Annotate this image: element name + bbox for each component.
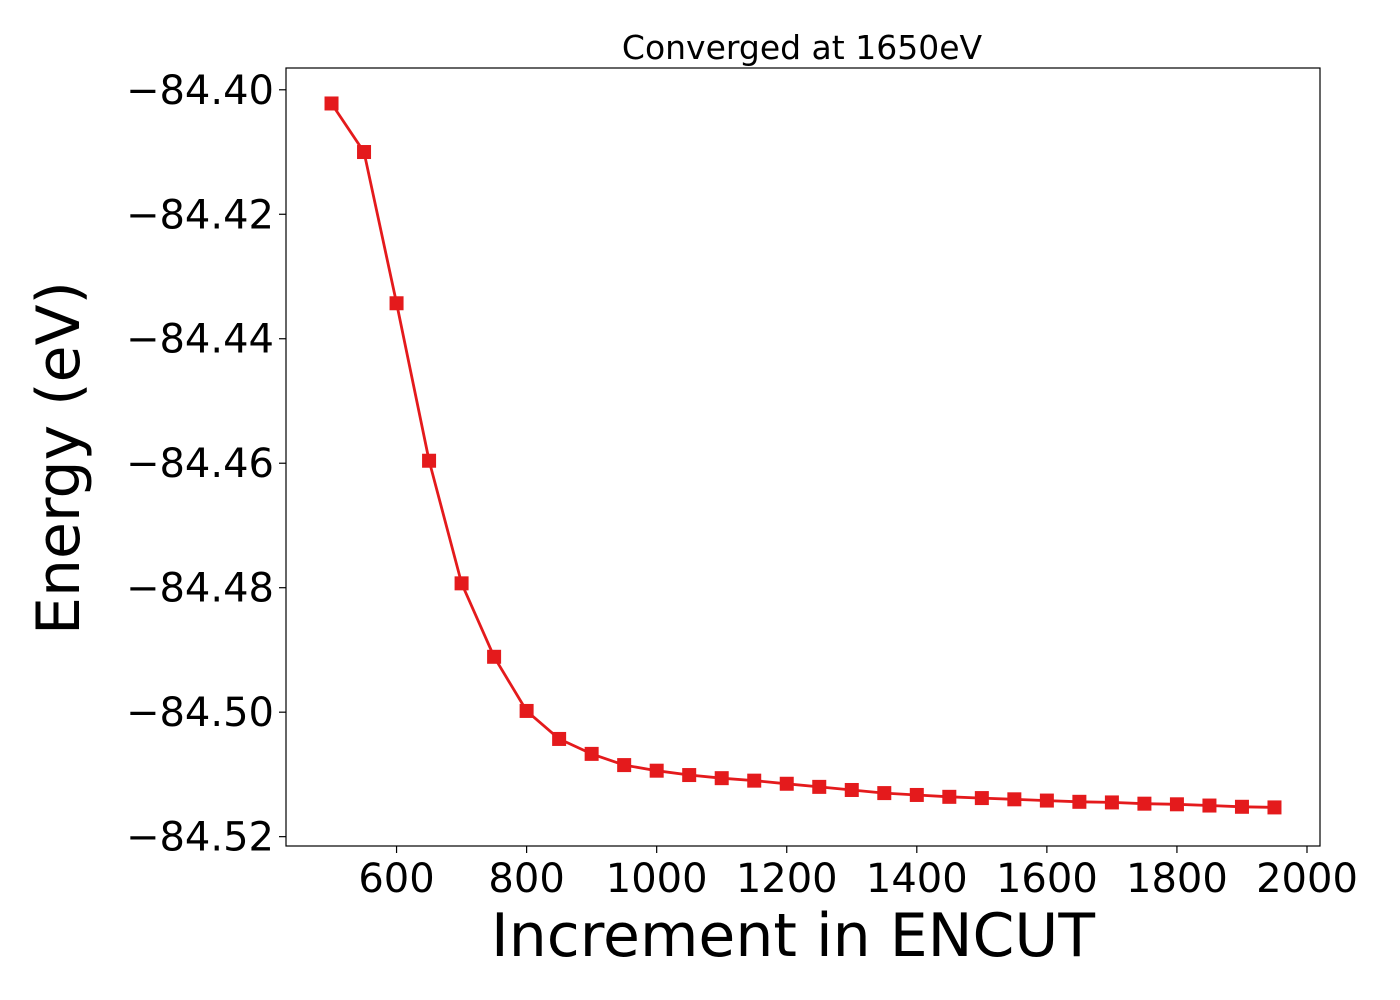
data-point [617,758,632,773]
data-point [1137,796,1152,811]
y-axis: −84.40 −84.42 −84.44 −84.46 −84.48 −84.50 −84.… [126,68,286,861]
x-tick-label: 800 [488,856,564,902]
series-line [330,102,1275,809]
x-tick-label: 2000 [1256,856,1358,902]
y-axis-title: Energy (eV) [24,281,94,635]
x-tick-label: 600 [358,856,434,902]
x-tick-label: 1800 [1126,856,1228,902]
data-point [1202,798,1217,813]
data-point [877,786,892,801]
data-point [974,791,989,806]
y-tick-label: −84.40 [126,68,274,114]
data-point [1169,797,1184,812]
data-point [779,776,794,791]
x-axis-title: Increment in ENCUT [491,901,1095,971]
data-point [844,782,859,797]
data-point [357,145,372,160]
data-point [1234,799,1249,814]
data-point [812,779,827,794]
data-point [1104,795,1119,810]
chart-title: Converged at 1650eV [622,28,983,67]
data-point [519,703,534,718]
data-point [942,789,957,804]
data-point [487,649,502,664]
data-point [909,787,924,802]
data-point [422,453,437,468]
y-tick-label: −84.42 [126,192,274,238]
plot-series [324,96,1282,815]
y-tick-label: −84.46 [126,441,274,487]
x-tick-label: 1600 [996,856,1098,902]
data-point [552,731,567,746]
data-point [1007,792,1022,807]
data-point [1039,793,1054,808]
data-point [649,763,664,778]
data-point [1267,800,1282,815]
y-tick-label: −84.52 [126,815,274,861]
y-tick-label: −84.44 [126,317,274,363]
data-point [454,576,469,591]
x-tick-label: 1000 [606,856,708,902]
data-point [1072,794,1087,809]
x-tick-label: 1400 [866,856,968,902]
data-point [584,746,599,761]
y-tick-label: −84.50 [126,690,274,736]
data-point [682,768,697,783]
x-tick-label: 1200 [736,856,838,902]
data-point [714,771,729,786]
data-point [324,96,339,111]
plot-frame [285,67,1321,847]
data-point [389,296,404,311]
y-tick-label: −84.48 [126,566,274,612]
data-point [747,773,762,788]
x-axis: 600 800 1000 1200 1400 1600 1800 2000 [358,846,1358,902]
